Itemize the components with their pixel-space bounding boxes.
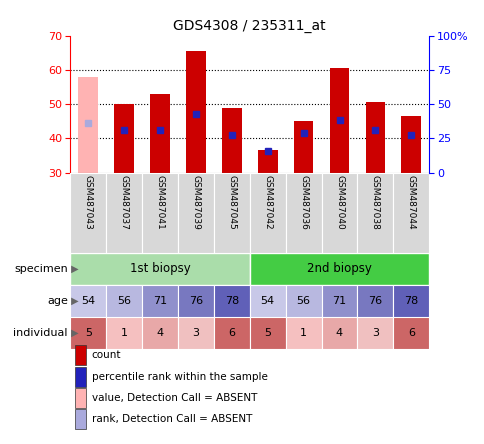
- Bar: [178, 173, 213, 253]
- Bar: [321, 285, 357, 317]
- Bar: [78, 77, 98, 173]
- Text: 76: 76: [367, 296, 382, 305]
- Text: 6: 6: [407, 328, 414, 337]
- Text: 1st biopsy: 1st biopsy: [129, 262, 190, 275]
- Text: 1: 1: [121, 328, 127, 337]
- Text: individual: individual: [14, 328, 68, 337]
- Text: GSM487042: GSM487042: [263, 175, 272, 230]
- Bar: [70, 173, 106, 253]
- Text: GSM487039: GSM487039: [191, 175, 200, 230]
- Text: GSM487043: GSM487043: [84, 175, 92, 230]
- Bar: [114, 104, 134, 173]
- Text: 1: 1: [300, 328, 306, 337]
- Bar: [249, 317, 285, 349]
- Bar: [213, 317, 249, 349]
- Text: percentile rank within the sample: percentile rank within the sample: [91, 372, 267, 381]
- Text: GSM487045: GSM487045: [227, 175, 236, 230]
- Text: 54: 54: [260, 296, 274, 305]
- Text: 78: 78: [403, 296, 418, 305]
- Text: 78: 78: [224, 296, 239, 305]
- Bar: [365, 103, 384, 173]
- Bar: [150, 94, 169, 173]
- Text: specimen: specimen: [14, 264, 68, 274]
- Bar: [393, 173, 428, 253]
- Text: ▶: ▶: [68, 328, 78, 337]
- Text: 71: 71: [332, 296, 346, 305]
- Bar: [401, 116, 420, 173]
- Bar: [186, 51, 205, 173]
- Bar: [393, 285, 428, 317]
- Text: 6: 6: [228, 328, 235, 337]
- Text: 56: 56: [296, 296, 310, 305]
- Text: GSM487037: GSM487037: [120, 175, 128, 230]
- Bar: [329, 68, 348, 173]
- Text: count: count: [91, 350, 121, 360]
- Bar: [222, 107, 241, 173]
- Text: 56: 56: [117, 296, 131, 305]
- Bar: [249, 253, 428, 285]
- Bar: [70, 317, 106, 349]
- Bar: [321, 173, 357, 253]
- Bar: [106, 285, 142, 317]
- Text: 76: 76: [188, 296, 203, 305]
- Title: GDS4308 / 235311_at: GDS4308 / 235311_at: [173, 19, 325, 33]
- Bar: [393, 317, 428, 349]
- Text: ▶: ▶: [68, 264, 78, 274]
- Bar: [257, 151, 277, 173]
- Bar: [106, 317, 142, 349]
- Text: ▶: ▶: [68, 296, 78, 305]
- Text: value, Detection Call = ABSENT: value, Detection Call = ABSENT: [91, 393, 257, 403]
- Text: 4: 4: [335, 328, 342, 337]
- Text: rank, Detection Call = ABSENT: rank, Detection Call = ABSENT: [91, 414, 252, 424]
- Bar: [213, 173, 249, 253]
- Bar: [249, 173, 285, 253]
- Bar: [357, 173, 393, 253]
- Bar: [285, 173, 321, 253]
- Bar: [142, 173, 178, 253]
- Bar: [285, 317, 321, 349]
- Text: 2nd biopsy: 2nd biopsy: [306, 262, 371, 275]
- Text: age: age: [47, 296, 68, 305]
- Text: 3: 3: [371, 328, 378, 337]
- Text: 5: 5: [85, 328, 91, 337]
- Bar: [285, 285, 321, 317]
- Bar: [142, 285, 178, 317]
- Text: GSM487044: GSM487044: [406, 175, 415, 230]
- Bar: [70, 253, 249, 285]
- Bar: [178, 317, 213, 349]
- Text: 71: 71: [152, 296, 167, 305]
- Text: GSM487038: GSM487038: [370, 175, 379, 230]
- Bar: [249, 285, 285, 317]
- Bar: [293, 121, 313, 173]
- Bar: [357, 317, 393, 349]
- Bar: [70, 285, 106, 317]
- Bar: [321, 317, 357, 349]
- Bar: [106, 173, 142, 253]
- Text: GSM487040: GSM487040: [334, 175, 343, 230]
- Text: GSM487041: GSM487041: [155, 175, 164, 230]
- Bar: [178, 285, 213, 317]
- Bar: [142, 317, 178, 349]
- Bar: [357, 285, 393, 317]
- Text: GSM487036: GSM487036: [299, 175, 307, 230]
- Bar: [213, 285, 249, 317]
- Text: 3: 3: [192, 328, 199, 337]
- Text: 54: 54: [81, 296, 95, 305]
- Text: 4: 4: [156, 328, 163, 337]
- Text: 5: 5: [264, 328, 271, 337]
